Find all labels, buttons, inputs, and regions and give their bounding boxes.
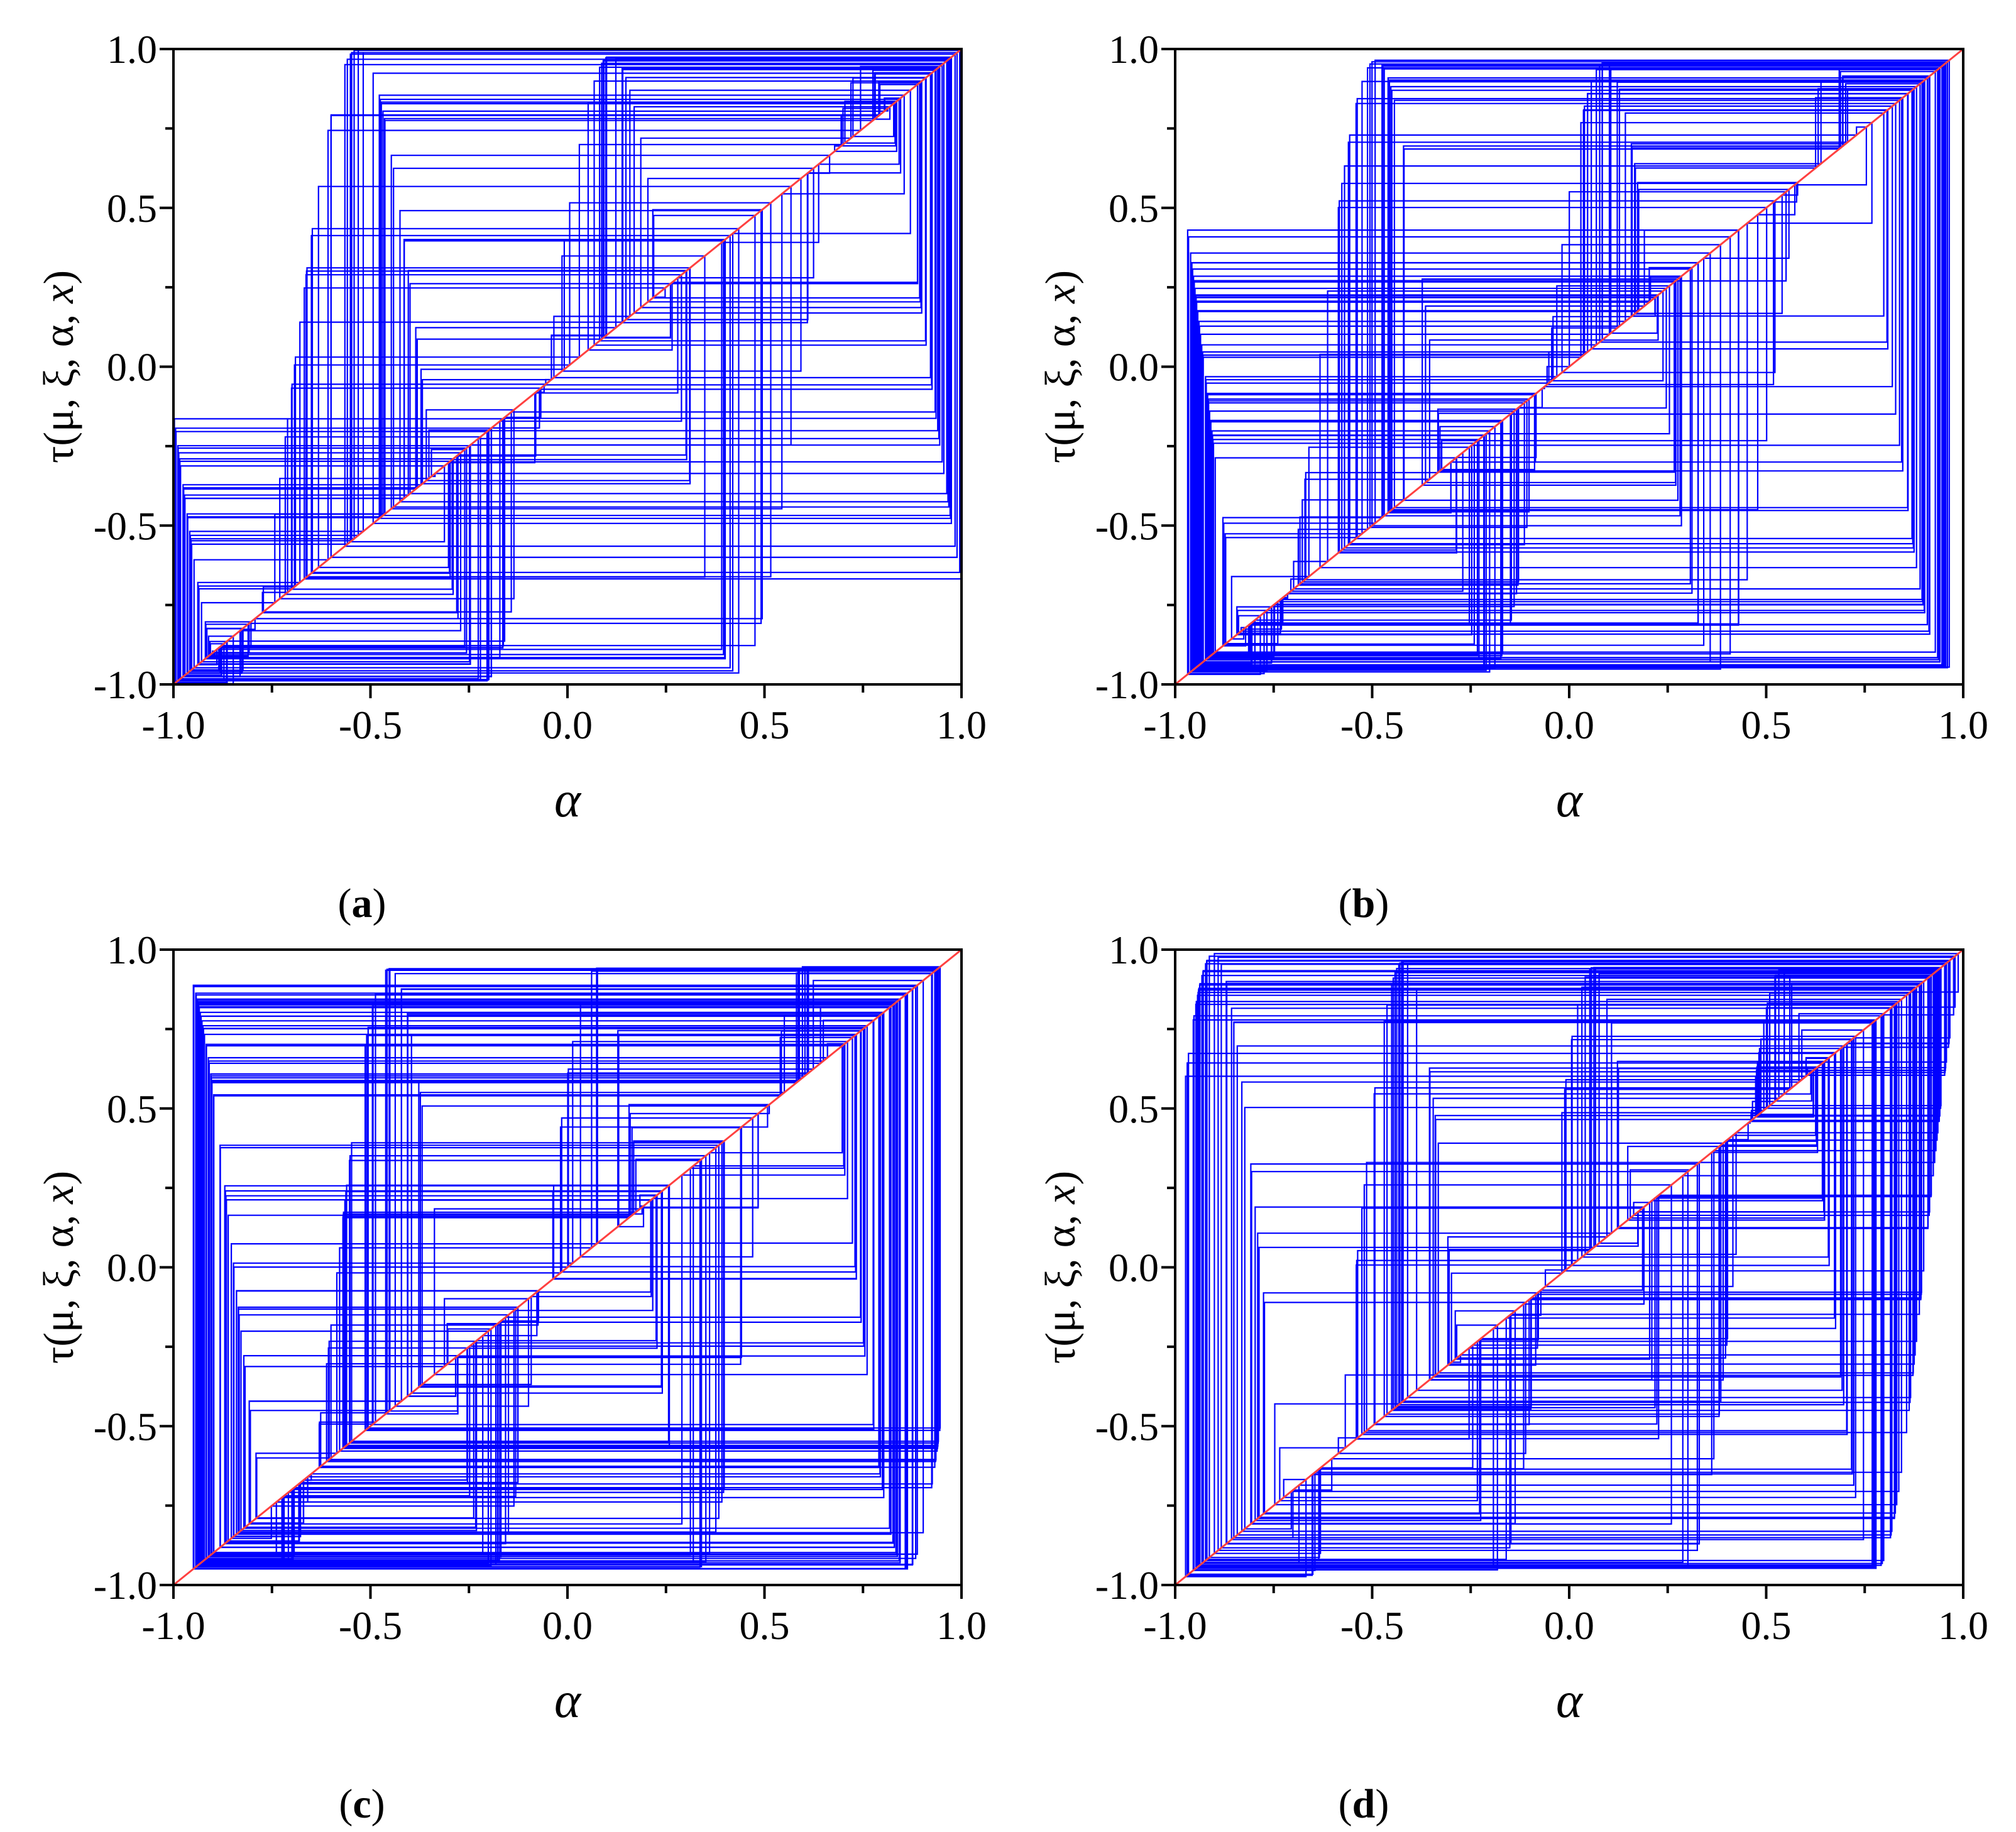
x-tick-label: 0.5 [740,703,790,747]
y-axis-label: τ(μ, ξ, α, x) [1036,270,1084,463]
x-axis-label: α [554,1673,582,1728]
y-tick-label: -0.5 [94,503,157,548]
y-tick-label: -0.5 [94,1404,157,1449]
x-tick-label: -0.5 [1340,1603,1404,1648]
x-tick-label: -0.5 [1340,703,1404,747]
y-tick-label: 0.5 [107,186,157,231]
x-tick-label: -1.0 [141,703,205,747]
y-tick-label: 1.0 [107,27,157,72]
y-tick-label: 0.5 [1109,1087,1159,1131]
y-tick-label: 0.0 [107,1246,157,1290]
y-tick-label: -1.0 [1095,662,1159,707]
panel-d: -1.0 -0.5 0.0 0.5 1.0 -1.0 -0.5 0.0 0.5 1.0 α τ(μ, … [1036,928,1988,1827]
x-tick-label: -0.5 [339,1603,402,1648]
x-tick-label: -1.0 [1143,1603,1207,1648]
x-tick-label: 0.0 [1544,1603,1594,1648]
y-tick-label: 1.0 [1109,27,1159,72]
y-tick-label: 0.0 [1109,1246,1159,1290]
y-axis-label: τ(μ, ξ, α, x) [35,270,82,463]
panel-b: -1.0 -0.5 0.0 0.5 1.0 -1.0 -0.5 0.0 0.5 1.0 α τ(μ, … [1036,27,1988,926]
y-tick-label: -1.0 [94,1563,157,1608]
y-tick-label: 0.0 [1109,345,1159,390]
x-axis-label: α [1556,772,1584,828]
y-tick-label: 0.5 [1109,186,1159,231]
x-tick-label: 1.0 [936,1603,987,1648]
panel-caption: (a) [338,880,386,926]
panel-c: -1.0 -0.5 0.0 0.5 1.0 -1.0 -0.5 0.0 0.5 1.0 α τ(μ, … [35,928,987,1827]
y-tick-label: 1.0 [1109,928,1159,972]
y-tick-label: -0.5 [1095,503,1159,548]
y-tick-label: 0.5 [107,1087,157,1131]
y-tick-label: -1.0 [94,662,157,707]
y-tick-label: -0.5 [1095,1404,1159,1449]
x-tick-label: -0.5 [339,703,402,747]
panel-a: -1.0 -0.5 0.0 0.5 1.0 -1.0 -0.5 0.0 0.5 1.0 α τ(μ, … [35,27,987,926]
panel-caption: (d) [1339,1781,1389,1827]
x-tick-label: 0.0 [542,1603,593,1648]
x-tick-label: 0.5 [740,1603,790,1648]
x-tick-label: 1.0 [1938,1603,1988,1648]
y-axis-label: τ(μ, ξ, α, x) [35,1171,82,1364]
x-tick-label: -1.0 [1143,703,1207,747]
x-tick-label: 0.5 [1741,703,1792,747]
y-axis-label: τ(μ, ξ, α, x) [1036,1171,1084,1364]
x-tick-label: 0.0 [542,703,593,747]
x-tick-label: 0.5 [1741,1603,1792,1648]
x-tick-label: 1.0 [1938,703,1988,747]
panel-caption: (b) [1339,880,1389,926]
x-tick-label: 1.0 [936,703,987,747]
y-tick-label: 1.0 [107,928,157,972]
x-axis-label: α [554,772,582,828]
x-axis-label: α [1556,1673,1584,1728]
y-tick-label: -1.0 [1095,1563,1159,1608]
x-tick-label: -1.0 [141,1603,205,1648]
x-tick-label: 0.0 [1544,703,1594,747]
identity-line [1175,948,1964,1586]
identity-line [173,48,962,686]
panel-caption: (c) [339,1781,385,1827]
identity-line [173,948,962,1586]
identity-line [1175,48,1964,686]
y-tick-label: 0.0 [107,345,157,390]
